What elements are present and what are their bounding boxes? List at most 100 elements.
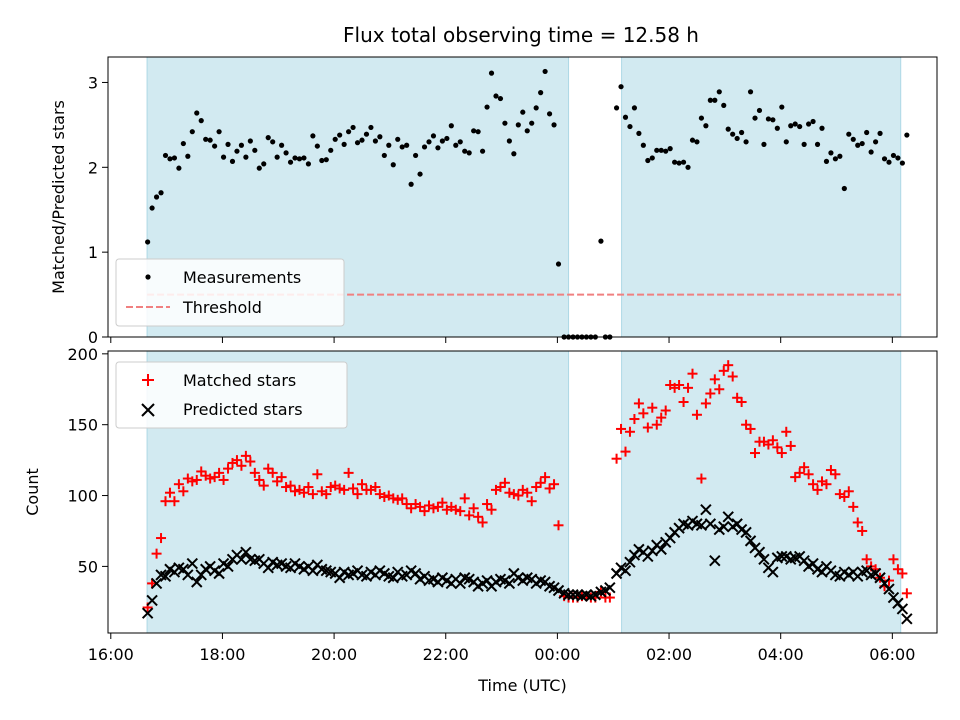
matched-star-marker [709,374,720,385]
measurement-point [832,156,838,162]
matched-star-marker [379,491,390,502]
measurement-point [707,97,713,103]
matched-star-marker [700,398,711,409]
measurement-point [243,154,249,160]
predicted-star-marker [567,589,579,601]
measurement-point [359,137,365,143]
matched-star-marker [718,365,729,376]
measurement-point [546,111,553,117]
measurement-point [381,152,387,159]
measurement-point [180,140,186,147]
measurement-point [698,115,705,121]
measurement-point [153,194,160,200]
matched-star-marker [236,460,247,471]
matched-star-marker [321,489,332,500]
measurement-point [622,114,629,120]
measurement-point [551,122,557,128]
predicted-star-marker [141,403,155,417]
measurement-point [555,261,562,267]
x-axis-label: Time (UTC) [477,676,566,695]
measurement-point [680,159,687,165]
matched-star-marker [151,548,162,559]
predicted-star-marker [186,557,199,570]
predicted-star-marker [222,560,234,573]
matched-star-marker [464,510,475,521]
matched-star-marker [486,504,497,515]
matched-star-marker [857,525,868,536]
top-panel-frame [107,56,938,338]
matched-star-marker [231,455,242,466]
measurement-point [328,147,334,153]
matched-star-marker [535,477,546,488]
matched-star-marker [745,423,756,434]
measurement-point [229,158,236,164]
measurement-point [703,123,709,129]
predicted-stars-points [141,504,913,625]
measurement-point [721,102,727,108]
measurement-point [274,154,280,160]
matched-star-marker [298,487,309,498]
predicted-star-marker [883,583,895,595]
measurement-point [417,171,423,177]
legend-predicted-stars-marker [141,403,155,417]
matched-star-marker [303,482,314,493]
bottom-panel-ylabel: Count [23,468,42,516]
measurement-point [689,137,696,143]
measurement-point [390,162,396,168]
measurement-point [216,129,222,135]
measurement-point [484,104,490,110]
predicted-star-marker [182,569,194,581]
y-tick-label: 1 [88,243,98,262]
measurement-point [497,95,504,102]
measurement-point [421,144,428,150]
measurement-point [399,144,405,150]
measurement-point [368,124,374,131]
matched-star-marker [513,490,524,501]
predicted-star-marker [709,555,721,567]
y-tick-label: 3 [88,73,98,92]
top-panel-legend: Measurements Threshold [115,258,345,327]
measurement-point [252,147,258,153]
measurement-point [640,142,646,148]
matched-star-marker [794,467,805,478]
measurement-point [203,136,209,142]
x-tick-label: 22:00 [423,645,469,664]
measurement-point [145,239,151,245]
measurement-point [386,142,392,148]
matched-star-marker [334,483,345,494]
measurement-point [904,132,910,138]
measurement-point [475,129,481,135]
matched-star-marker [173,479,184,490]
measurement-point [430,133,437,139]
matched-star-marker [772,442,783,453]
measurement-point [171,155,178,161]
measurement-point [162,152,169,159]
measurement-point [314,143,320,149]
predicted-star-marker [700,504,712,516]
matched-star-marker [901,588,912,599]
y-tick-label: 150 [67,416,98,435]
predicted-star-marker [767,566,779,578]
matched-star-marker [142,374,154,386]
matched-star-marker [473,511,484,522]
measurement-point [672,159,678,165]
measurement-point [734,135,740,142]
matched-star-marker [428,503,439,514]
measurement-point [864,129,870,136]
matched-star-marker [629,414,640,425]
matched-star-marker [549,479,560,490]
measurement-point [372,138,379,144]
matched-star-marker [683,382,694,393]
measurement-point [198,118,204,124]
measurement-point [448,123,454,129]
matched-star-marker [214,467,225,478]
measurement-point [220,154,227,160]
matched-star-marker [799,462,810,473]
predicted-star-marker [776,550,788,563]
measurement-point [466,150,472,156]
predicted-star-marker [503,577,516,590]
matched-star-marker [249,467,260,478]
measurement-point [234,148,240,154]
chart-title: Flux total observing time = 12.58 h [343,23,699,47]
